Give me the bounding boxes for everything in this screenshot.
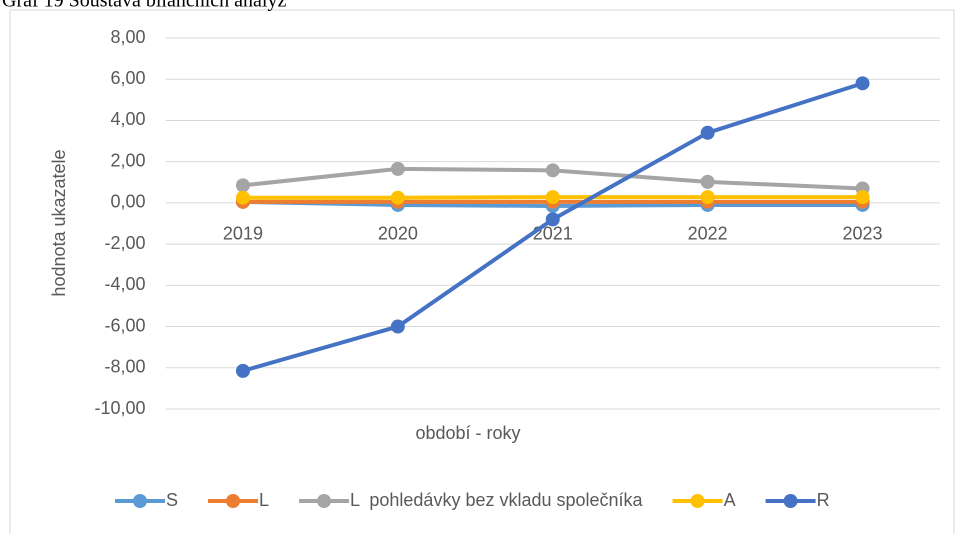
x-tick-label: 2021 xyxy=(533,224,573,244)
data-point xyxy=(545,190,560,205)
legend-marker xyxy=(690,494,705,508)
legend-label: A xyxy=(724,490,736,510)
data-point xyxy=(390,319,405,334)
legend-marker xyxy=(226,494,241,508)
x-tick-label: 2023 xyxy=(843,224,883,244)
legend-label: S xyxy=(166,490,178,510)
y-tick-label: 4,00 xyxy=(110,109,145,129)
data-point xyxy=(390,161,405,176)
chart-title: Graf 19 Soustava bilančních analýz xyxy=(2,0,286,12)
legend-label: L xyxy=(259,490,269,510)
legend-marker xyxy=(317,494,332,508)
chart-frame xyxy=(9,9,955,539)
data-point xyxy=(855,76,870,91)
y-tick-label: 6,00 xyxy=(110,68,145,88)
x-tick-label: 2020 xyxy=(378,224,418,244)
y-tick-label: -4,00 xyxy=(104,274,145,294)
data-point xyxy=(545,212,560,227)
data-point xyxy=(235,363,250,378)
y-tick-label: -2,00 xyxy=(104,233,145,253)
y-tick-label: 8,00 xyxy=(110,27,145,47)
data-point xyxy=(700,125,715,140)
data-point xyxy=(855,190,870,205)
legend-marker xyxy=(133,494,147,508)
legend-marker xyxy=(783,494,798,508)
y-tick-label: 2,00 xyxy=(110,150,145,170)
data-point xyxy=(700,190,715,205)
y-tick-label: 0,00 xyxy=(110,192,145,212)
y-tick-label: -8,00 xyxy=(104,357,145,377)
x-axis-label: období - roky xyxy=(415,423,520,443)
x-tick-label: 2022 xyxy=(688,224,728,244)
y-tick-label: -10,00 xyxy=(94,398,145,418)
legend-label: L pohledávky bez vkladu společníka xyxy=(350,490,644,510)
x-tick-label: 2019 xyxy=(223,224,263,244)
data-point xyxy=(390,190,405,205)
y-axis-label: hodnota ukazatele xyxy=(49,149,69,296)
data-point xyxy=(235,178,250,193)
y-tick-label: -6,00 xyxy=(104,315,145,335)
data-point xyxy=(235,190,250,205)
data-point xyxy=(545,163,560,178)
data-point xyxy=(700,174,715,189)
legend-label: R xyxy=(817,490,830,510)
